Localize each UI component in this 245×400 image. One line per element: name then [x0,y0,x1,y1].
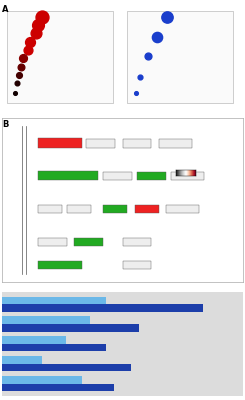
Bar [2,364,131,371]
Bar [166,205,199,213]
FancyBboxPatch shape [127,11,233,103]
Text: B: B [2,120,9,129]
Bar [122,140,151,148]
Bar [122,260,151,269]
Bar [38,260,82,269]
Bar [2,376,83,384]
Bar [2,384,114,391]
Bar [2,336,66,344]
Bar [137,172,166,180]
Bar [38,138,82,148]
FancyBboxPatch shape [7,11,113,103]
Bar [2,296,107,304]
Bar [135,205,159,213]
Bar [103,172,132,180]
Bar [122,238,151,246]
Bar [2,344,107,352]
Bar [38,205,62,213]
Bar [67,205,91,213]
Bar [103,205,127,213]
Bar [2,316,90,324]
Bar [38,238,67,246]
Bar [159,140,192,148]
Bar [2,324,138,332]
Text: A: A [2,5,9,14]
Bar [2,356,42,364]
Bar [38,170,98,180]
Bar [86,140,115,148]
Bar [74,238,103,246]
Bar [2,304,203,312]
Bar [171,172,204,180]
